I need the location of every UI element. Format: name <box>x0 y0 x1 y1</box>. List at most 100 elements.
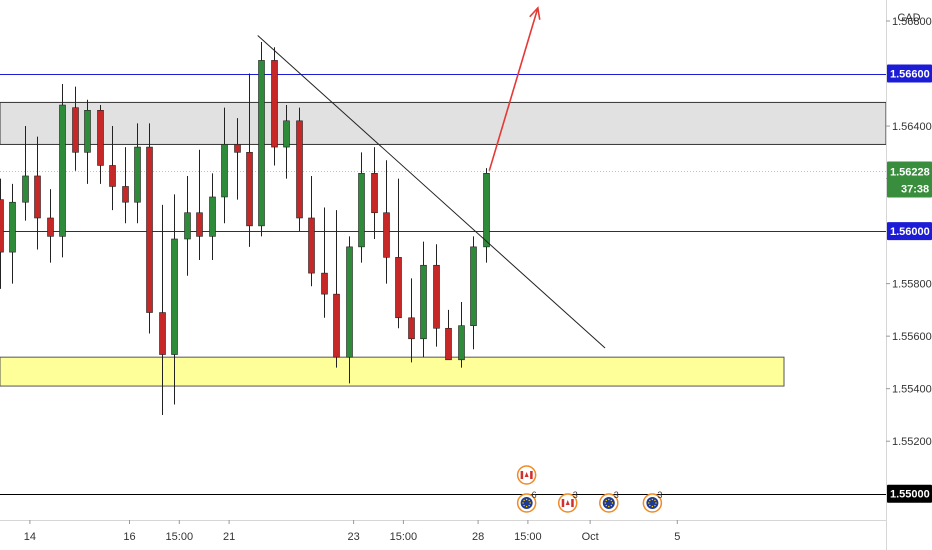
candle-body <box>246 152 253 227</box>
candle[interactable] <box>383 160 390 284</box>
candle-body <box>271 60 278 148</box>
x-tick-label: 15:00 <box>514 531 542 543</box>
y-tick-label: 1.55400 <box>892 384 932 396</box>
support-zone[interactable] <box>0 356 785 387</box>
candle-countdown: 37:38 <box>901 184 929 196</box>
level-price-badge: 1.55000 <box>887 484 932 503</box>
candle[interactable] <box>146 123 153 334</box>
candle-body <box>22 175 29 203</box>
projection-arrow[interactable] <box>488 7 539 171</box>
candle[interactable] <box>47 189 54 263</box>
candle[interactable] <box>358 152 365 263</box>
candle[interactable] <box>209 173 216 260</box>
candle-body <box>109 165 116 187</box>
candle[interactable] <box>122 147 129 224</box>
svg-text:1.56600: 1.56600 <box>890 69 930 81</box>
candle[interactable] <box>258 42 265 237</box>
x-tick-label: 16 <box>123 531 135 543</box>
candle[interactable] <box>483 168 490 263</box>
candle[interactable] <box>0 178 4 289</box>
candle[interactable] <box>97 105 104 184</box>
x-tick-label: 5 <box>674 531 680 543</box>
candle[interactable] <box>9 183 16 284</box>
candle-body <box>97 110 104 166</box>
candle[interactable] <box>283 105 290 179</box>
candle-body <box>134 146 141 203</box>
candle[interactable] <box>109 126 116 211</box>
candle[interactable] <box>246 73 253 247</box>
canada-event-icon[interactable]: 3 <box>557 490 578 513</box>
candle[interactable] <box>34 136 41 250</box>
candle-body <box>184 212 191 240</box>
svg-text:1.55000: 1.55000 <box>890 489 930 501</box>
candle[interactable] <box>321 207 328 318</box>
candle[interactable] <box>371 147 378 239</box>
candle[interactable] <box>171 194 178 405</box>
candle-body <box>358 173 365 248</box>
resistance-zone[interactable] <box>0 101 887 145</box>
candle-body <box>9 201 16 253</box>
svg-text:1.56228: 1.56228 <box>890 167 930 179</box>
candle-body <box>84 110 91 153</box>
candle[interactable] <box>22 126 29 221</box>
candle-body <box>283 120 290 148</box>
candle[interactable] <box>134 123 141 224</box>
event-count: 3 <box>657 490 662 500</box>
candle-body <box>234 144 241 153</box>
candle-body <box>333 293 340 358</box>
candle-body <box>258 60 265 227</box>
candle[interactable] <box>159 204 166 415</box>
time-axis[interactable]: 14 16 15:00 21 23 15:00 28 15:00 Oct 5 <box>0 520 886 550</box>
candle[interactable] <box>234 118 241 200</box>
event-count: 3 <box>573 490 578 500</box>
x-tick-label: 15:00 <box>166 531 194 543</box>
eurozone-event-icon[interactable]: 6 <box>516 490 537 513</box>
candle-body <box>371 173 378 214</box>
candle-body <box>47 217 54 237</box>
candle[interactable] <box>221 107 228 224</box>
candle-body <box>122 186 129 203</box>
price-axis[interactable]: CAD 1.568001.564001.562001.558001.556001… <box>886 0 932 550</box>
candle[interactable] <box>470 236 477 350</box>
level-price-badge: 1.56600 <box>887 64 932 83</box>
candle[interactable] <box>196 149 203 260</box>
plot-background <box>0 0 886 520</box>
candle[interactable] <box>59 84 66 258</box>
candle[interactable] <box>445 309 452 361</box>
candle-body <box>383 212 390 258</box>
candle-body <box>420 264 427 340</box>
candle-body <box>159 312 166 355</box>
candle[interactable] <box>458 302 465 368</box>
candle[interactable] <box>333 210 340 368</box>
candle[interactable] <box>308 175 315 287</box>
x-tick-label: 14 <box>24 531 36 543</box>
candle-body <box>72 107 79 153</box>
level-price-badge: 1.56000 <box>887 222 932 241</box>
candle[interactable] <box>346 236 353 384</box>
last-price-badge: 1.56228 37:38 <box>887 161 932 198</box>
canada-event-icon[interactable] <box>516 465 537 485</box>
trendline[interactable] <box>257 35 606 349</box>
arrow-head <box>529 6 541 20</box>
svg-text:1.56000: 1.56000 <box>890 226 930 238</box>
candle[interactable] <box>395 178 402 329</box>
candle-body <box>395 257 402 319</box>
candle[interactable] <box>420 241 427 358</box>
x-tick-label: 21 <box>223 531 235 543</box>
candle-body <box>59 104 66 237</box>
candle-body <box>445 327 452 361</box>
candle-body <box>308 217 315 274</box>
candle[interactable] <box>84 99 91 184</box>
candle[interactable] <box>184 175 191 276</box>
eurozone-event-icon[interactable]: 3 <box>599 490 619 513</box>
x-tick-label: 15:00 <box>390 531 418 543</box>
candle[interactable] <box>408 278 415 363</box>
candle[interactable] <box>271 47 278 166</box>
candle-body <box>209 196 216 237</box>
candle[interactable] <box>296 107 303 232</box>
candle[interactable] <box>433 244 440 347</box>
eurozone-event-icon[interactable]: 3 <box>642 490 662 513</box>
candle[interactable] <box>72 86 79 171</box>
x-tick-label: Oct <box>582 531 599 543</box>
